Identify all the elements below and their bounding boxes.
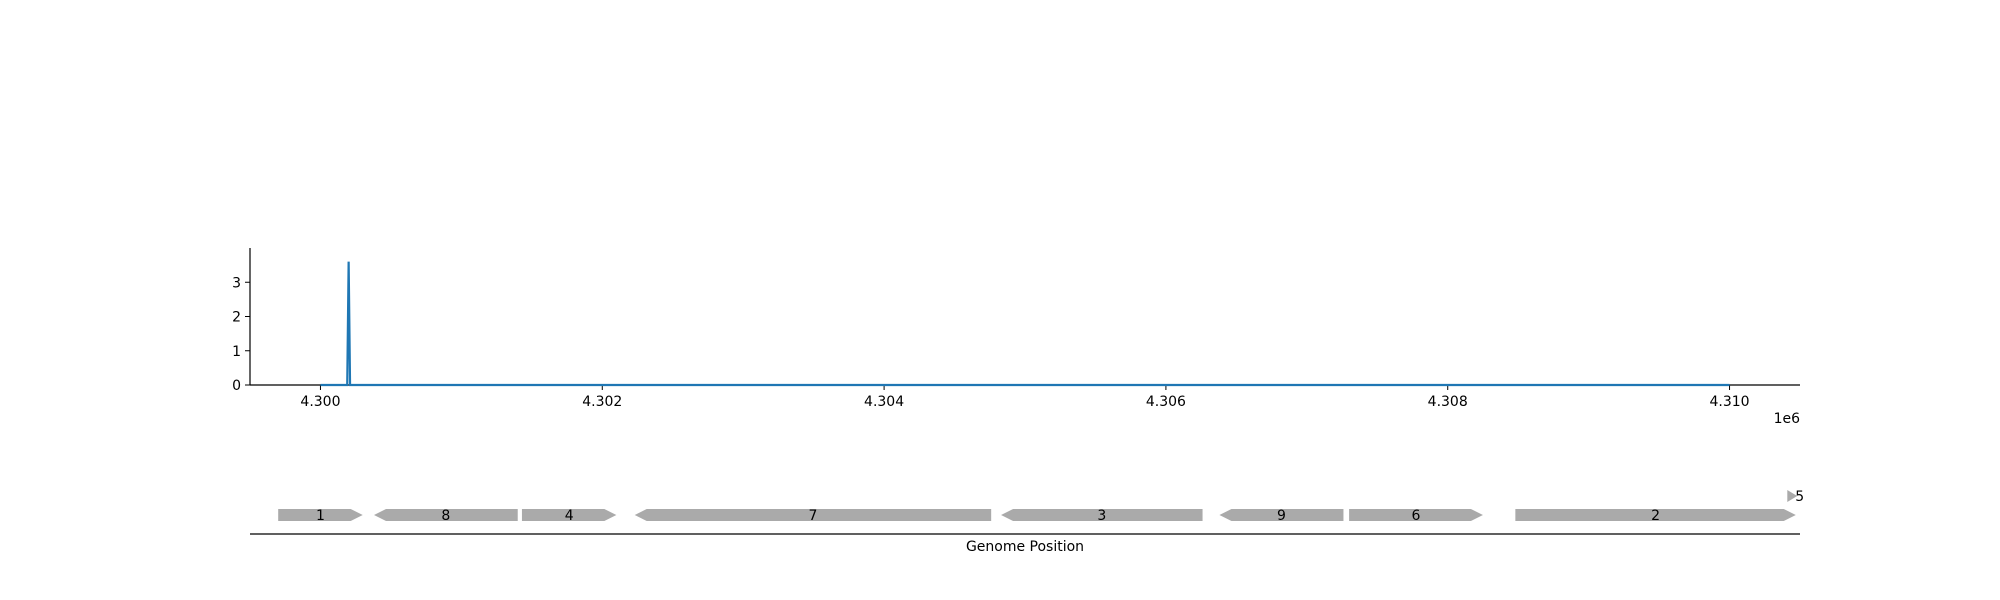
gene-arrow	[1001, 509, 1203, 521]
x-tick-label: 4.304	[864, 394, 904, 410]
x-tick-label: 4.306	[1146, 394, 1186, 410]
y-tick-label: 1	[232, 344, 241, 360]
gene-arrow	[278, 509, 363, 521]
x-offset-label: 1e6	[1774, 411, 1801, 427]
x-tick-label: 4.308	[1428, 394, 1468, 410]
y-tick-label: 0	[232, 378, 241, 394]
gene-arrow	[1219, 509, 1344, 521]
gene-label: 8	[441, 508, 450, 524]
gene-label: 5	[1795, 489, 1804, 505]
x-axis-title: Genome Position	[966, 539, 1084, 555]
gene-label: 4	[565, 508, 574, 524]
gene-arrow	[1787, 490, 1798, 502]
gene-label: 3	[1097, 508, 1106, 524]
x-tick-label: 4.302	[582, 394, 622, 410]
gene-arrow	[634, 509, 992, 521]
gene-label: 9	[1277, 508, 1286, 524]
y-tick-label: 2	[232, 310, 241, 326]
gene-arrow	[521, 509, 617, 521]
x-tick-label: 4.310	[1709, 394, 1749, 410]
gene-arrow	[374, 509, 518, 521]
coverage-series-line	[320, 261, 1730, 387]
gene-arrow	[1349, 509, 1483, 521]
x-tick-label: 4.300	[300, 394, 340, 410]
gene-label: 2	[1651, 508, 1660, 524]
gene-label: 1	[316, 508, 325, 524]
gene-arrow	[1515, 509, 1796, 521]
gene-label: 7	[808, 508, 817, 524]
coverage-plot: 0 1 2 3 4.300 4.302 4.304 4.306 4.308 4.310 1e6	[232, 248, 1800, 427]
gene-label: 6	[1412, 508, 1421, 524]
gene-track: 1 8 4 7 3 9 6 2 5 Genome Position	[250, 489, 1804, 555]
y-tick-label: 3	[232, 275, 241, 291]
